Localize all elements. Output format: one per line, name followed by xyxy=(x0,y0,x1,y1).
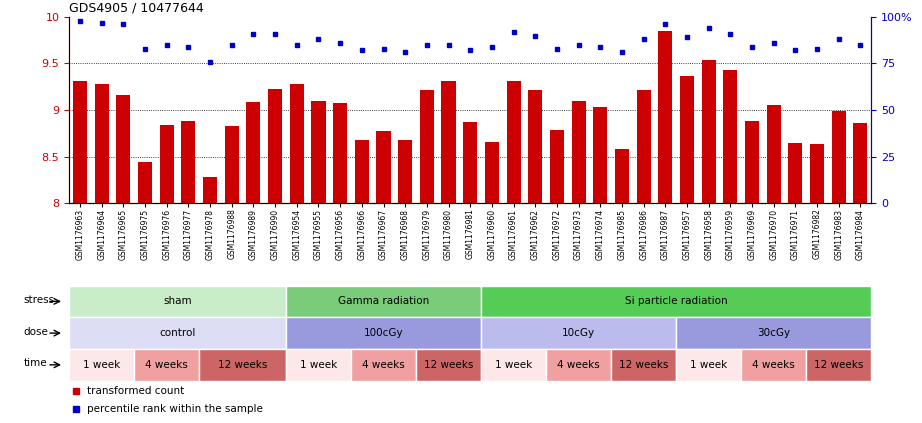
Text: 30cGy: 30cGy xyxy=(757,328,790,338)
Bar xyxy=(225,126,239,203)
Bar xyxy=(355,140,369,203)
Bar xyxy=(636,91,651,203)
Bar xyxy=(398,140,412,203)
Bar xyxy=(854,123,868,203)
Bar xyxy=(95,84,109,203)
Bar xyxy=(116,95,130,203)
Bar xyxy=(832,111,845,203)
Text: 12 weeks: 12 weeks xyxy=(218,360,267,370)
Bar xyxy=(416,349,481,381)
Text: percentile rank within the sample: percentile rank within the sample xyxy=(87,404,263,414)
Bar xyxy=(806,349,871,381)
Text: 12 weeks: 12 weeks xyxy=(619,360,668,370)
Text: 1 week: 1 week xyxy=(300,360,337,370)
Bar xyxy=(676,349,741,381)
Bar xyxy=(767,105,781,203)
Bar xyxy=(69,286,286,317)
Text: sham: sham xyxy=(163,297,192,306)
Bar xyxy=(702,60,715,203)
Bar xyxy=(182,121,195,203)
Bar xyxy=(286,349,351,381)
Bar xyxy=(246,102,261,203)
Text: stress: stress xyxy=(24,295,54,305)
Text: 4 weeks: 4 weeks xyxy=(362,360,405,370)
Bar xyxy=(312,101,325,203)
Bar xyxy=(550,130,564,203)
Bar xyxy=(741,349,806,381)
Text: Si particle radiation: Si particle radiation xyxy=(625,297,727,306)
Bar xyxy=(442,81,455,203)
Bar xyxy=(528,90,542,203)
Text: 4 weeks: 4 weeks xyxy=(752,360,795,370)
Text: 1 week: 1 week xyxy=(495,360,532,370)
Bar xyxy=(199,349,286,381)
Text: transformed count: transformed count xyxy=(87,386,184,396)
Bar xyxy=(290,84,304,203)
Bar xyxy=(788,143,802,203)
Bar xyxy=(286,286,481,317)
Text: 100cGy: 100cGy xyxy=(363,328,403,338)
Bar xyxy=(680,77,694,203)
Bar xyxy=(333,102,348,203)
Bar xyxy=(676,317,871,349)
Bar xyxy=(611,349,676,381)
Bar xyxy=(463,122,478,203)
Bar xyxy=(485,142,499,203)
Bar xyxy=(351,349,416,381)
Bar xyxy=(203,177,217,203)
Text: 1 week: 1 week xyxy=(690,360,727,370)
Text: 4 weeks: 4 weeks xyxy=(146,360,188,370)
Text: dose: dose xyxy=(24,327,49,337)
Text: time: time xyxy=(24,358,47,368)
Bar xyxy=(572,101,585,203)
Text: 4 weeks: 4 weeks xyxy=(557,360,600,370)
Bar xyxy=(376,132,391,203)
Text: 12 weeks: 12 weeks xyxy=(424,360,473,370)
Bar xyxy=(69,349,135,381)
Bar xyxy=(481,349,546,381)
Bar xyxy=(268,88,282,203)
Bar xyxy=(506,81,521,203)
Text: 10cGy: 10cGy xyxy=(562,328,596,338)
Bar xyxy=(138,162,152,203)
Bar xyxy=(135,349,199,381)
Bar xyxy=(69,317,286,349)
Text: 12 weeks: 12 weeks xyxy=(814,360,864,370)
Text: 1 week: 1 week xyxy=(83,360,120,370)
Bar xyxy=(420,91,434,203)
Bar xyxy=(546,349,611,381)
Text: Gamma radiation: Gamma radiation xyxy=(337,297,429,306)
Bar xyxy=(73,81,87,203)
Bar xyxy=(481,317,676,349)
Bar xyxy=(160,125,173,203)
Bar xyxy=(481,286,871,317)
Bar xyxy=(593,107,608,203)
Text: GDS4905 / 10477644: GDS4905 / 10477644 xyxy=(69,1,204,14)
Bar xyxy=(615,149,629,203)
Bar xyxy=(286,317,481,349)
Text: control: control xyxy=(160,328,195,338)
Bar xyxy=(810,144,824,203)
Bar xyxy=(658,31,672,203)
Bar xyxy=(724,70,738,203)
Bar xyxy=(745,121,759,203)
